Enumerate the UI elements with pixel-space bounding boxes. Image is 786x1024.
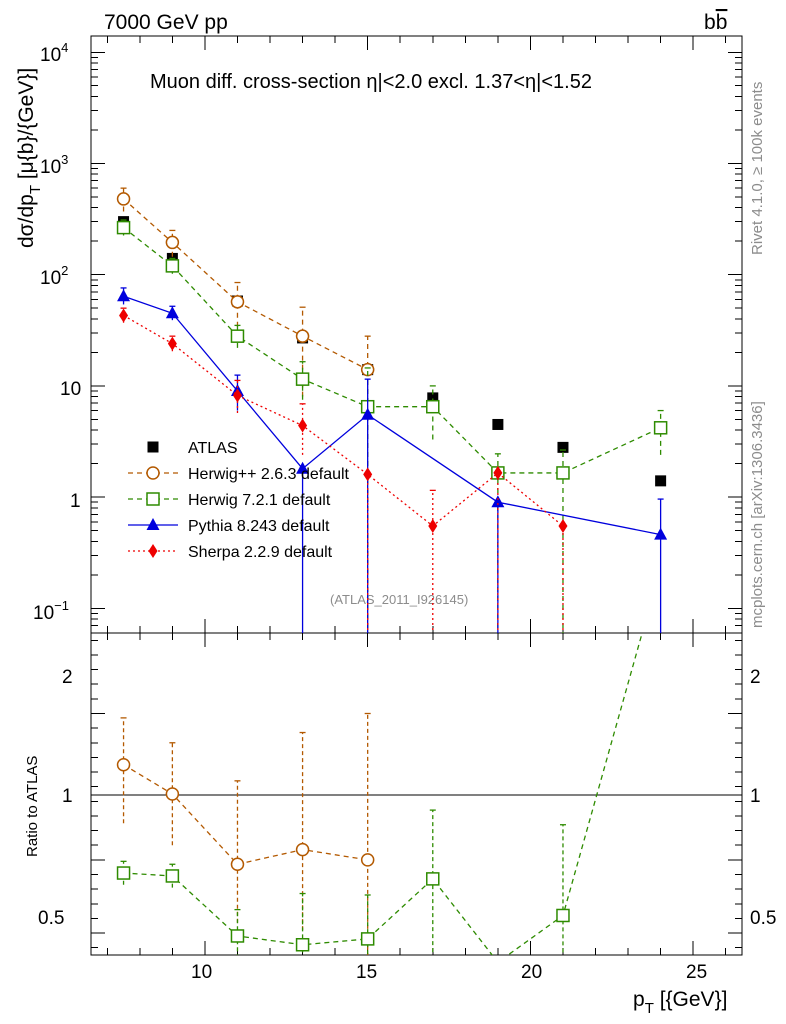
legend-marker	[147, 441, 159, 453]
data-point	[426, 399, 440, 414]
data-point	[428, 518, 438, 533]
data-point	[295, 329, 310, 343]
legend-label: Herwig++ 2.6.3 default	[188, 466, 350, 483]
data-point	[167, 336, 177, 351]
data-point	[230, 329, 245, 343]
data-point	[232, 388, 242, 403]
ratio-ytick-1-left: 1	[62, 786, 73, 807]
ytick-label-1e4: 104	[40, 40, 68, 66]
ratio-point	[230, 857, 245, 872]
series-line	[123, 314, 564, 527]
y-axis-label: dσ/dpT [μ{b}/{GeV}]	[15, 68, 44, 248]
series-line	[123, 198, 368, 371]
legend-label: Herwig 7.2.1 default	[188, 492, 331, 509]
ytick-label-10: 10	[60, 379, 81, 400]
upper-axis-ticks	[91, 36, 742, 634]
data-point	[230, 295, 245, 309]
data-point	[654, 527, 668, 540]
legend-marker	[146, 492, 160, 506]
xtick-label-20: 20	[521, 962, 542, 983]
data-point	[296, 461, 310, 474]
ratio-point	[295, 842, 310, 857]
legend-marker	[146, 518, 160, 530]
legend-entry-sherpa-2-2-9-default: Sherpa 2.2.9 default	[128, 544, 333, 561]
ratio-ytick-1-right: 1	[750, 786, 761, 807]
ratio-point	[426, 872, 440, 886]
ratio-ytick-2-right: 2	[750, 667, 761, 688]
data-point	[361, 407, 375, 420]
ytick-label-1e2: 102	[40, 263, 68, 289]
data-point	[165, 259, 180, 273]
rivet-label: Rivet 4.1.0, ≥ 100k events	[749, 82, 766, 255]
series-herwig-2-6-3-default	[116, 187, 375, 633]
ratio-point	[116, 866, 131, 880]
ratio-point	[360, 932, 375, 946]
lower-axis-ticks	[91, 633, 742, 955]
data-point	[363, 467, 373, 482]
data-point	[556, 466, 570, 480]
analysis-tag: (ATLAS_2011_I926145)	[330, 592, 468, 607]
legend-label: ATLAS	[188, 440, 238, 457]
ratio-ytick-2-left: 2	[62, 667, 73, 688]
ratio-point	[230, 929, 245, 943]
ratio-point	[556, 908, 570, 923]
data-point	[165, 306, 179, 319]
data-point	[493, 465, 503, 480]
legend-entry-atlas: ATLAS	[147, 440, 238, 457]
ytick-label-1e3: 103	[40, 152, 68, 178]
header-right: bb	[704, 11, 727, 34]
ratio-panel-frame	[90, 632, 743, 956]
data-point	[492, 418, 504, 430]
data-point	[298, 418, 308, 433]
data-point	[491, 495, 505, 508]
ratio-series-herwig-2-6-3-default	[116, 712, 375, 955]
ratio-point	[165, 869, 180, 883]
ratio-y-axis-label: Ratio to ATLAS	[24, 756, 41, 857]
data-point	[557, 441, 569, 453]
legend-entry-pythia-8-243-default: Pythia 8.243 default	[128, 518, 330, 535]
data-point	[116, 192, 131, 206]
ratio-point	[295, 938, 310, 952]
data-point	[165, 235, 180, 250]
series-sherpa-2-2-9-default	[119, 307, 568, 633]
x-axis-label: pT [{GeV}]	[633, 988, 727, 1017]
ratio-ytick-05-right: 0.5	[750, 908, 776, 929]
main-plot-area	[116, 187, 668, 633]
ratio-series-herwig-7-2-1-default	[116, 633, 643, 968]
ratio-point	[116, 757, 131, 772]
header-left: 7000 GeV pp	[104, 11, 228, 34]
legend-marker	[148, 544, 158, 558]
ratio-ytick-05-left: 0.5	[38, 908, 64, 929]
xtick-label-10: 10	[191, 962, 212, 983]
series-herwig-7-2-1-default	[116, 219, 668, 633]
ratio-point	[360, 853, 375, 867]
legend-label: Sherpa 2.2.9 default	[188, 544, 333, 561]
chart-title: Muon diff. cross-section η|<2.0 excl. 1.…	[150, 71, 592, 93]
data-point	[653, 421, 668, 435]
legend-label: Pythia 8.243 default	[188, 518, 330, 535]
data-point	[119, 308, 129, 323]
legend: ATLAS Herwig++ 2.6.3 default Herwig 7.2.1 …	[128, 440, 350, 561]
data-point	[427, 392, 439, 404]
legend-entry-herwig-2-6-3-default: Herwig++ 2.6.3 default	[128, 466, 350, 483]
data-point	[295, 372, 310, 386]
ratio-line	[123, 764, 368, 865]
mcplots-label: mcplots.cern.ch [arXiv:1306.3436]	[749, 401, 766, 628]
legend-entry-herwig-7-2-1-default: Herwig 7.2.1 default	[128, 492, 331, 509]
ytick-label-1e-1: 10−1	[33, 598, 69, 624]
ratio-point	[165, 787, 180, 801]
ratio-line	[123, 633, 643, 955]
ratio-plot-area	[116, 633, 643, 968]
xtick-label-15: 15	[356, 962, 377, 983]
legend-marker	[146, 466, 160, 480]
data-point	[558, 518, 568, 533]
data-point	[655, 475, 667, 487]
ratio-point	[492, 956, 504, 968]
data-point	[116, 220, 131, 235]
xtick-label-25: 25	[686, 962, 707, 983]
ytick-label-1: 1	[70, 491, 81, 512]
data-point	[117, 289, 131, 302]
